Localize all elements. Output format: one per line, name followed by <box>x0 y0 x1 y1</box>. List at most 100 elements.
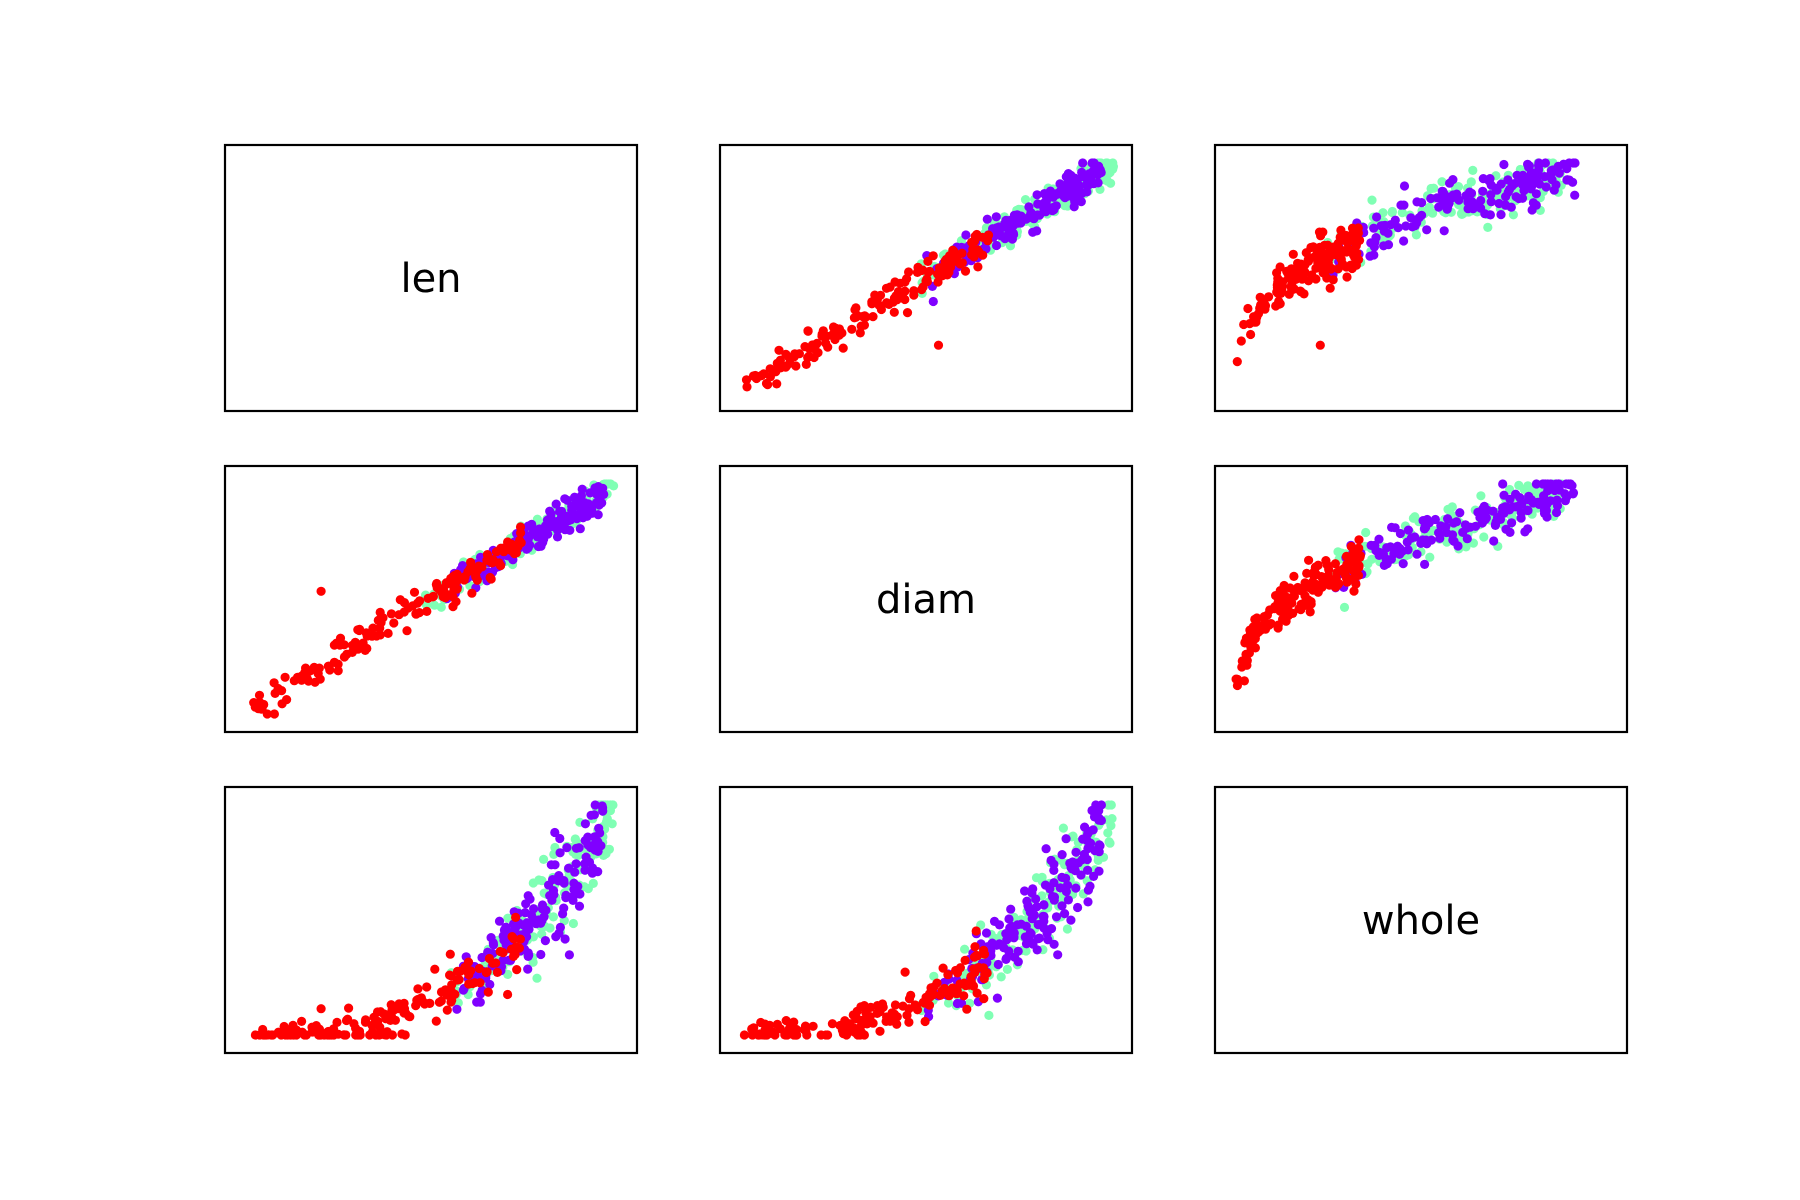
point-red <box>1299 266 1309 277</box>
point-red <box>409 587 420 597</box>
point-purple <box>583 856 593 867</box>
point-purple <box>555 848 565 858</box>
point-purple <box>1053 950 1063 960</box>
point-purple <box>1022 896 1032 906</box>
point-red <box>483 987 493 997</box>
point-red <box>367 631 377 641</box>
point-red <box>891 291 901 301</box>
point-red <box>882 298 892 308</box>
point-red <box>1302 568 1312 579</box>
point-green <box>1062 924 1072 934</box>
point-red <box>831 328 842 338</box>
point-purple <box>571 843 582 853</box>
point-red <box>962 1004 972 1014</box>
point-red <box>1342 272 1352 282</box>
point-purple <box>1568 177 1578 187</box>
point-purple <box>1552 501 1563 511</box>
point-red <box>1303 276 1314 286</box>
point-red <box>974 962 984 973</box>
point-red <box>512 965 522 975</box>
point-purple <box>593 867 603 877</box>
point-red <box>383 1012 393 1023</box>
point-red <box>951 965 961 976</box>
point-red <box>1328 275 1338 285</box>
point-red <box>515 934 526 944</box>
point-red <box>1333 264 1343 274</box>
point-red <box>367 1027 377 1037</box>
point-purple <box>452 1004 462 1014</box>
point-red <box>851 303 861 313</box>
point-red <box>325 665 335 675</box>
point-purple <box>1033 934 1043 944</box>
point-purple <box>1484 176 1494 186</box>
point-red <box>784 352 794 363</box>
point-purple <box>1094 847 1104 857</box>
point-purple <box>1492 512 1503 523</box>
point-red <box>261 1030 271 1040</box>
point-red <box>889 307 899 317</box>
point-green <box>1367 554 1377 564</box>
point-red <box>467 588 477 598</box>
point-purple <box>1494 198 1504 209</box>
point-green <box>1476 491 1486 501</box>
point-green <box>1519 484 1529 494</box>
point-purple <box>992 940 1002 950</box>
point-green <box>1367 195 1377 205</box>
point-red <box>474 963 484 974</box>
point-red <box>804 343 814 353</box>
point-red <box>1308 585 1318 595</box>
point-purple <box>1069 202 1079 212</box>
point-red <box>775 1024 786 1034</box>
point-green <box>1411 230 1421 240</box>
point-purple <box>558 511 569 522</box>
point-red <box>1348 566 1359 576</box>
point-red <box>1312 244 1322 254</box>
point-red <box>902 1010 912 1020</box>
point-purple <box>1448 535 1458 545</box>
point-red <box>1354 535 1364 545</box>
point-purple <box>1570 190 1580 200</box>
panel-diam-vs-len <box>223 464 639 734</box>
point-green <box>1483 222 1493 232</box>
point-red <box>379 1030 390 1040</box>
point-red <box>368 623 378 633</box>
point-red <box>781 1016 791 1026</box>
point-purple <box>564 950 575 960</box>
point-red <box>411 1001 421 1011</box>
point-purple <box>1021 939 1032 949</box>
point-purple <box>1524 491 1534 501</box>
point-purple <box>1452 517 1462 527</box>
point-red <box>1355 552 1365 563</box>
point-purple <box>1080 822 1090 832</box>
panel-whole-vs-whole: whole <box>1213 785 1629 1055</box>
point-green <box>568 918 579 929</box>
point-purple <box>587 505 597 515</box>
point-purple <box>1027 914 1037 924</box>
point-purple <box>1524 162 1534 172</box>
point-purple <box>1369 223 1379 233</box>
point-red <box>510 912 521 923</box>
point-purple <box>1050 202 1060 212</box>
point-red <box>1325 283 1335 293</box>
point-purple <box>1496 179 1506 189</box>
point-red <box>454 975 464 985</box>
point-green <box>1479 532 1489 542</box>
point-purple <box>928 296 938 307</box>
point-green <box>996 972 1006 982</box>
point-purple <box>1078 158 1088 168</box>
point-red <box>383 628 393 639</box>
point-red <box>983 236 993 246</box>
point-red <box>394 1004 404 1014</box>
point-red <box>960 266 971 276</box>
point-purple <box>538 537 548 548</box>
panel-frame <box>1213 785 1629 1055</box>
point-purple <box>1021 921 1031 931</box>
point-red <box>422 606 432 617</box>
point-red <box>1334 578 1344 589</box>
point-purple <box>1001 953 1012 963</box>
point-red <box>314 663 324 673</box>
point-purple <box>1568 488 1579 498</box>
point-purple <box>1031 894 1041 904</box>
point-red <box>471 571 481 581</box>
point-purple <box>1567 481 1577 491</box>
